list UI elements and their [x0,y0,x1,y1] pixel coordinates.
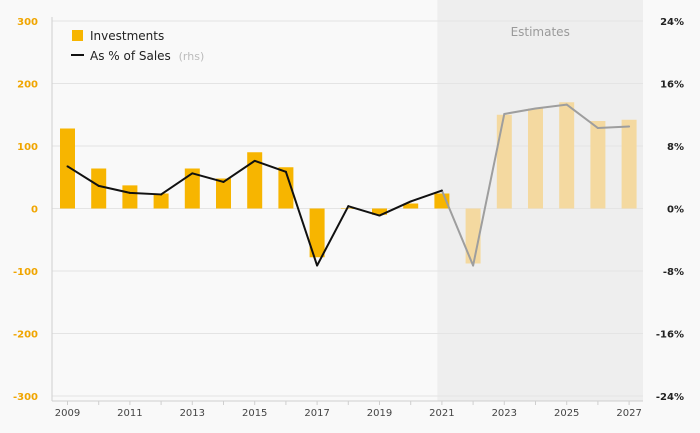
bar-2013 [184,168,200,209]
x-tick-label: 2027 [616,408,641,419]
x-tick-label: 2011 [117,408,142,419]
bar-2026 [590,121,606,209]
line-point-2013 [191,172,194,175]
y-tick-right: 24% [660,17,684,28]
y-tick-left: 300 [17,17,38,28]
legend-label-investments: Investments [90,29,164,43]
y-tick-left: 200 [17,80,38,91]
line-point-2009 [66,165,69,168]
y-tick-right: -24% [656,392,684,403]
line-point-2027 [628,125,631,128]
y-tick-left: 0 [31,205,38,216]
bar-2012 [153,193,169,209]
y-axis-right: 24% 16% 8% 0% -8% -16% -24% [656,17,684,403]
bar-2025 [559,102,575,209]
x-tick-label: 2017 [304,408,329,419]
x-tick-label: 2019 [367,408,392,419]
y-tick-right: -16% [656,330,684,341]
line-point-2015 [253,159,256,162]
line-point-2012 [160,193,163,196]
y-tick-right: 0% [667,205,684,216]
line-point-2022 [472,264,475,267]
bars [60,102,637,264]
bar-2027 [621,119,637,209]
y-axis-left: 300 200 100 0 -100 -200 -300 [13,17,38,403]
x-tick-label: 2009 [55,408,80,419]
line-point-2018 [347,205,350,208]
y-tick-left: -200 [13,330,38,341]
bar-2010 [91,168,107,209]
line-point-2024 [534,107,537,110]
bar-2018 [340,208,356,209]
line-point-2019 [378,214,381,217]
bar-2014 [216,178,231,209]
bar-2016 [278,167,294,209]
y-tick-right: 16% [660,80,684,91]
line-point-2011 [128,191,131,194]
legend-label-pct-sales: As % of Sales (rhs) [90,49,204,63]
line-point-2016 [284,170,287,173]
legend-label-pct-sales-main: As % of Sales [90,49,171,63]
pct-sales-line [66,103,631,267]
estimates-label: Estimates [511,25,570,39]
legend-swatch-investments [72,30,83,41]
x-tick-label: 2025 [554,408,579,419]
line-point-2017 [316,264,319,267]
bar-2023 [496,114,512,209]
x-tick-label: 2023 [492,408,517,419]
line-point-2014 [222,180,225,183]
y-tick-left: 100 [17,142,38,153]
line-point-2025 [565,103,568,106]
y-tick-left: -100 [13,267,38,278]
legend: Investments As % of Sales (rhs) [71,29,204,63]
y-tick-right: -8% [663,267,684,278]
bar-2017 [309,208,325,258]
line-point-2023 [503,112,506,115]
bar-2015 [247,152,263,209]
bar-2024 [528,108,543,209]
line-point-2010 [97,184,100,187]
line-point-2026 [596,127,599,130]
bar-2020 [403,203,419,209]
bar-2019 [372,208,387,215]
legend-label-pct-sales-suffix: (rhs) [179,50,205,63]
line-point-2021 [440,189,443,192]
x-tick-label: 2015 [242,408,267,419]
y-tick-left: -300 [13,392,38,403]
line-point-2020 [409,200,412,203]
y-tick-right: 8% [667,142,684,153]
x-tick-label: 2013 [180,408,205,419]
bar-2011 [122,185,138,209]
x-axis: 2009 2011 2013 2015 2017 2019 2021 2023 2025 2027 [55,401,642,419]
bar-2009 [60,128,75,209]
x-tick-label: 2021 [429,408,454,419]
grid [51,17,643,402]
